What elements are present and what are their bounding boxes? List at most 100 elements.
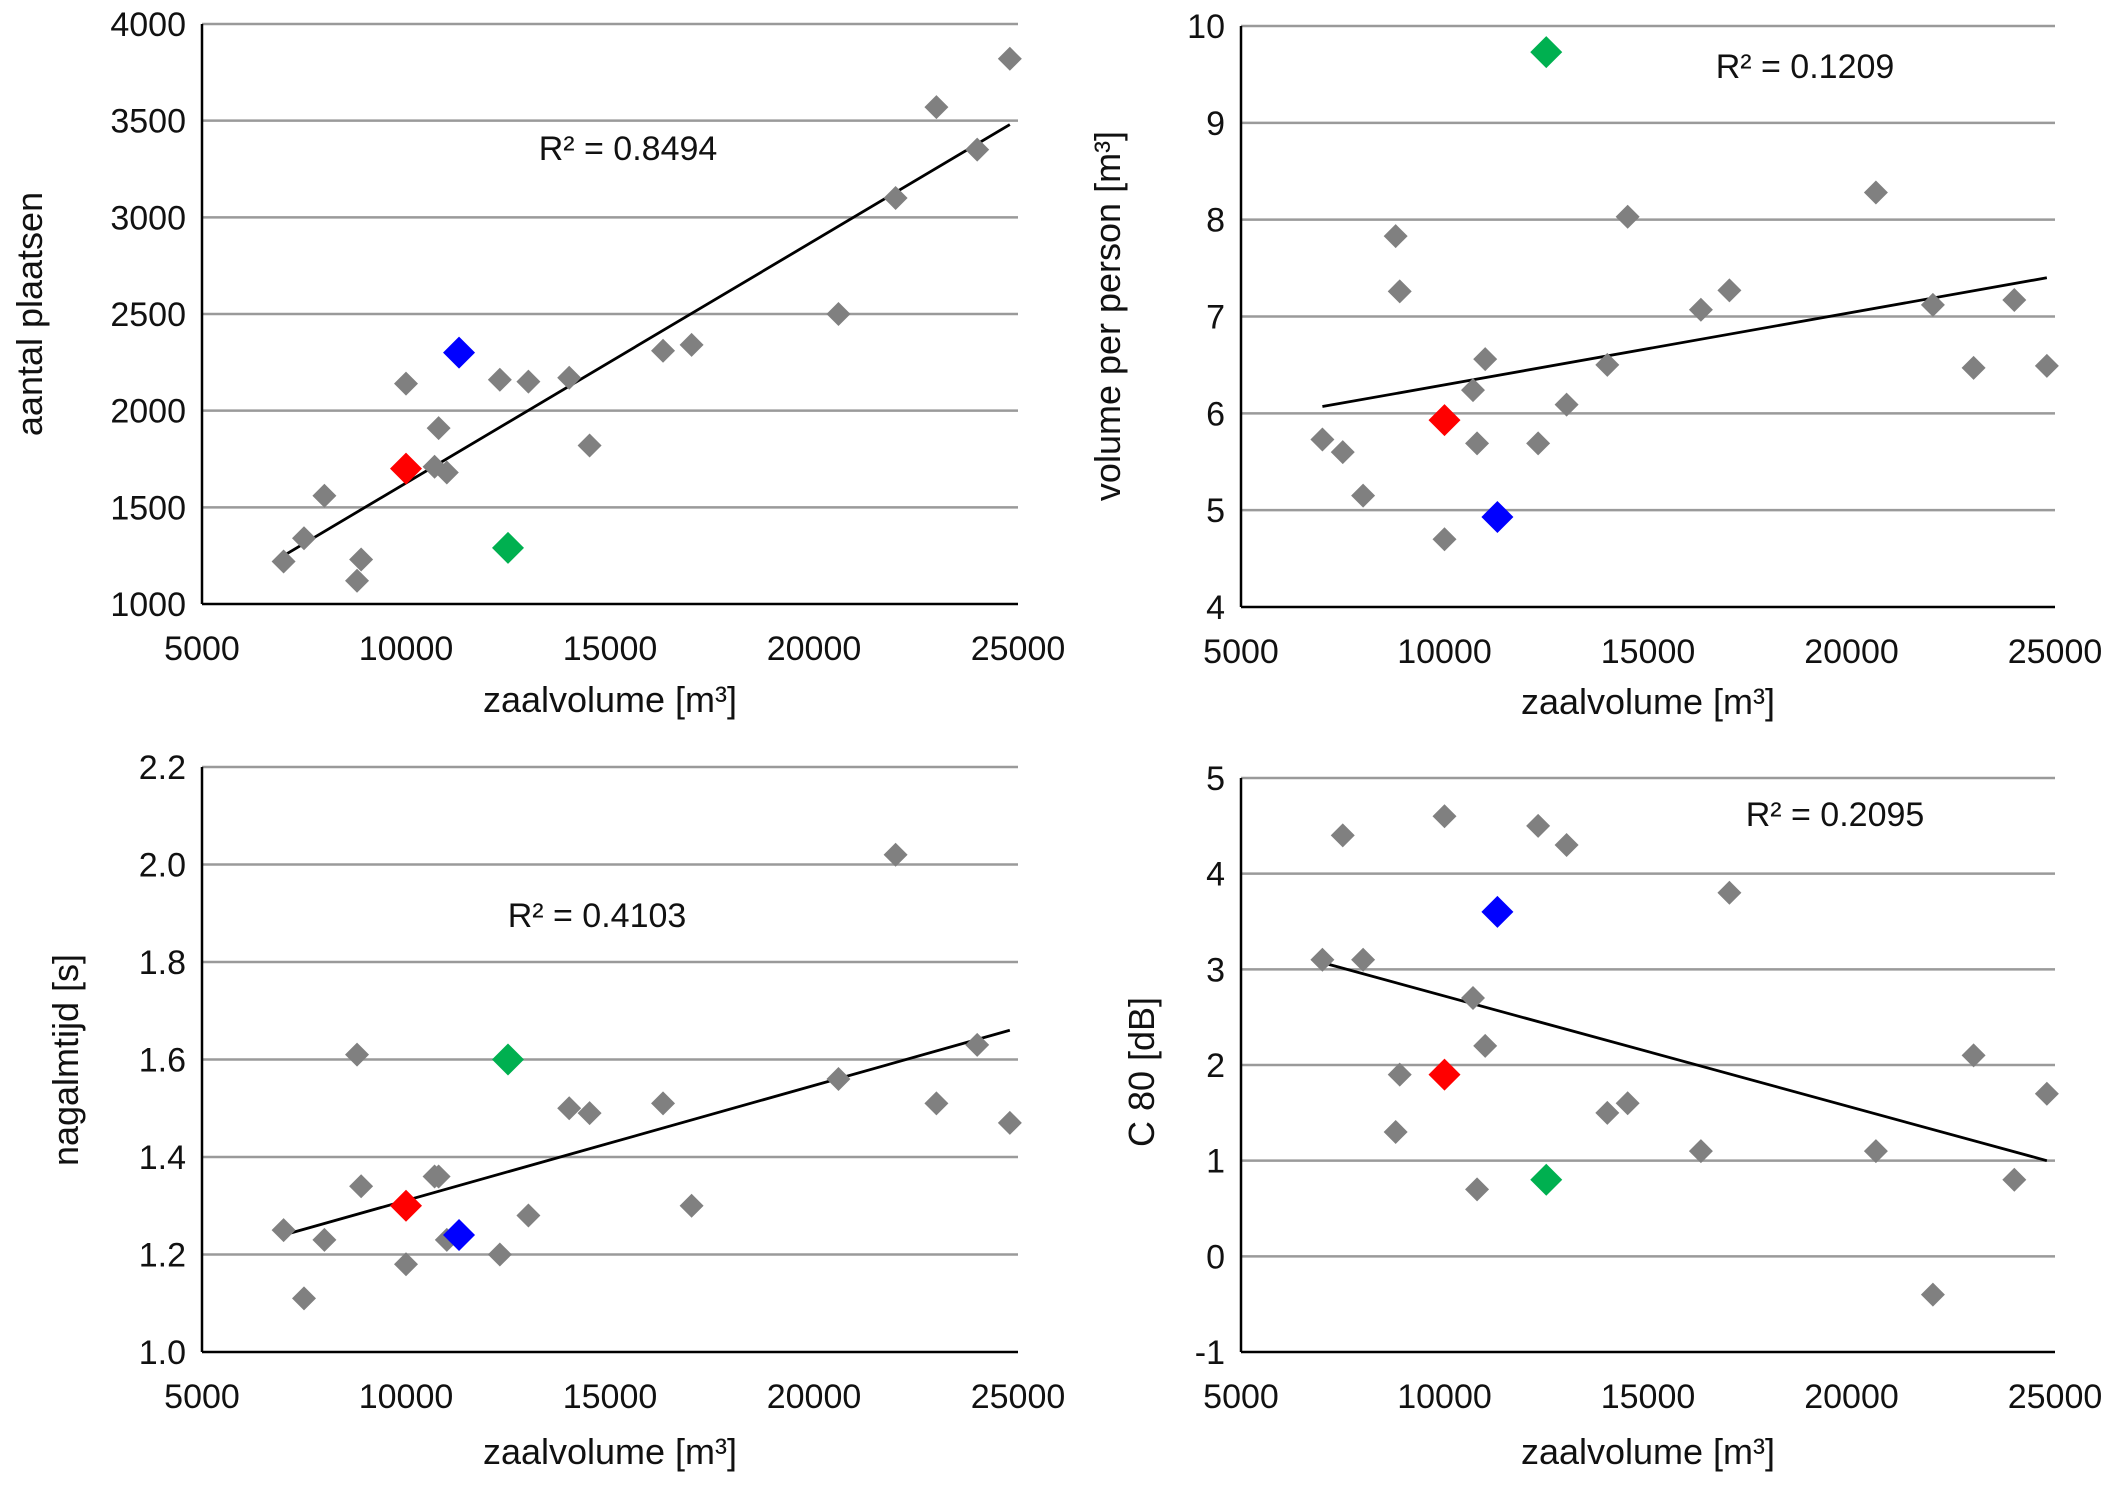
data-point — [1387, 279, 1412, 304]
y-tick-label: 3000 — [110, 199, 186, 237]
r-squared-label: R² = 0.4103 — [508, 897, 687, 935]
data-point — [1310, 947, 1335, 972]
x-tick-label: 25000 — [2008, 1378, 2103, 1416]
data-point — [292, 526, 316, 551]
data-point — [826, 1067, 851, 1091]
x-tick-label: 15000 — [563, 1378, 658, 1416]
data-point-green — [1530, 1163, 1563, 1196]
data-point — [271, 549, 296, 574]
data-point — [349, 547, 374, 572]
data-point — [557, 1096, 582, 1121]
data-point — [516, 369, 541, 394]
chart-c80: -1 0 1 2 3 4 5 5000 10000 15000 20000 25000 zaalvolu… — [1062, 742, 2125, 1485]
data-point — [1465, 1177, 1490, 1202]
data-point — [1863, 1139, 1888, 1164]
x-tick-label: 5000 — [1203, 1378, 1279, 1416]
r-squared-label: R² = 0.8494 — [539, 130, 718, 168]
data-point — [426, 1164, 451, 1189]
x-axis-label: zaalvolume [m³] — [1521, 681, 1775, 722]
x-tick-label: 15000 — [1601, 633, 1696, 671]
y-tick-label: 2000 — [110, 393, 186, 431]
data-point — [1688, 1139, 1713, 1164]
data-point — [1615, 1091, 1640, 1116]
data-point — [2002, 288, 2027, 313]
data-point — [312, 483, 337, 508]
y-tick-label: 9 — [1206, 105, 1225, 143]
x-tick-label: 25000 — [971, 1378, 1066, 1416]
y-tick-label: -1 — [1195, 1334, 1225, 1372]
y-axis-label: aantal plaatsen — [9, 192, 50, 436]
data-point — [1615, 204, 1640, 229]
y-tick-label: 3500 — [110, 103, 186, 141]
data-point — [271, 1218, 296, 1243]
data-point — [2002, 1167, 2027, 1192]
y-tick-label: 10 — [1187, 8, 1225, 46]
data-point — [1460, 986, 1485, 1011]
x-tick-label: 25000 — [2008, 633, 2103, 671]
y-tick-label: 2500 — [110, 296, 186, 334]
y-tick-label: 2.0 — [139, 847, 186, 885]
y-tick-label: 1.6 — [139, 1042, 186, 1080]
x-tick-label: 25000 — [971, 630, 1066, 668]
data-point-blue — [1481, 500, 1514, 533]
r-squared-label: R² = 0.1209 — [1716, 48, 1895, 86]
y-tick-label: 1.4 — [139, 1139, 186, 1177]
y-tick-label: 4 — [1206, 856, 1225, 894]
data-point-blue — [443, 1219, 476, 1251]
x-axis-label: zaalvolume [m³] — [483, 679, 737, 720]
y-axis-label: nagalmtijd [s] — [45, 954, 86, 1166]
x-tick-label: 5000 — [1203, 633, 1279, 671]
data-point-red — [1428, 1058, 1461, 1091]
chart-aantal-plaatsen-svg: 1000 1500 2000 2500 3000 3500 4000 5000 10000 150… — [9, 6, 1065, 720]
x-tick-label: 10000 — [1397, 633, 1492, 671]
data-point — [1717, 880, 1742, 905]
data-point — [349, 1174, 374, 1199]
data-point — [679, 332, 704, 357]
data-point — [1465, 431, 1490, 456]
y-axis-label: C 80 [dB] — [1121, 997, 1162, 1147]
data-point — [1383, 1119, 1408, 1144]
data-point — [679, 1193, 704, 1218]
data-point — [577, 1101, 602, 1126]
x-tick-label: 10000 — [1397, 1378, 1492, 1416]
data-point — [1717, 278, 1742, 303]
chart-nagalmtijd: 1.0 1.2 1.4 1.6 1.8 2.0 2.2 5000 10000 15000 20000… — [0, 742, 1065, 1485]
data-point — [487, 1242, 512, 1267]
y-tick-label: 3 — [1206, 951, 1225, 989]
data-point — [1351, 947, 1376, 972]
x-tick-label: 20000 — [1804, 1378, 1899, 1416]
data-point — [883, 842, 908, 867]
data-point — [826, 302, 851, 326]
y-tick-label: 1000 — [110, 586, 186, 624]
trendline — [1322, 276, 2048, 408]
trendline — [282, 123, 1011, 557]
data-point — [651, 338, 676, 363]
data-point — [577, 433, 602, 458]
x-tick-label: 20000 — [767, 630, 862, 668]
data-point — [557, 365, 582, 390]
data-point — [516, 1203, 541, 1228]
r-squared-label: R² = 0.2095 — [1746, 796, 1925, 834]
data-point-red — [390, 1189, 422, 1222]
y-tick-label: 4 — [1206, 589, 1225, 627]
x-tick-label: 10000 — [359, 1378, 454, 1416]
chart-volume-per-person: 4 5 6 7 8 9 10 5000 10000 15000 20000 25000 zaalvolu… — [1062, 0, 2125, 742]
trendline — [1322, 961, 2048, 1163]
data-point — [1595, 352, 1620, 377]
y-tick-label: 5 — [1206, 760, 1225, 798]
data-point — [1383, 224, 1408, 249]
data-point — [883, 186, 908, 210]
data-point — [1863, 180, 1888, 205]
data-point-green — [492, 531, 524, 564]
y-tick-label: 2 — [1206, 1047, 1225, 1085]
data-point — [1961, 355, 1986, 380]
data-point — [1920, 1282, 1945, 1307]
y-tick-label: 8 — [1206, 202, 1225, 240]
data-point — [1961, 1043, 1986, 1068]
data-point — [1387, 1062, 1412, 1087]
x-tick-label: 15000 — [563, 630, 658, 668]
y-axis-label: volume per person [m³] — [1087, 131, 1128, 501]
y-tick-label: 2.2 — [139, 749, 186, 787]
data-point-red — [390, 452, 422, 485]
data-point — [1310, 427, 1335, 452]
